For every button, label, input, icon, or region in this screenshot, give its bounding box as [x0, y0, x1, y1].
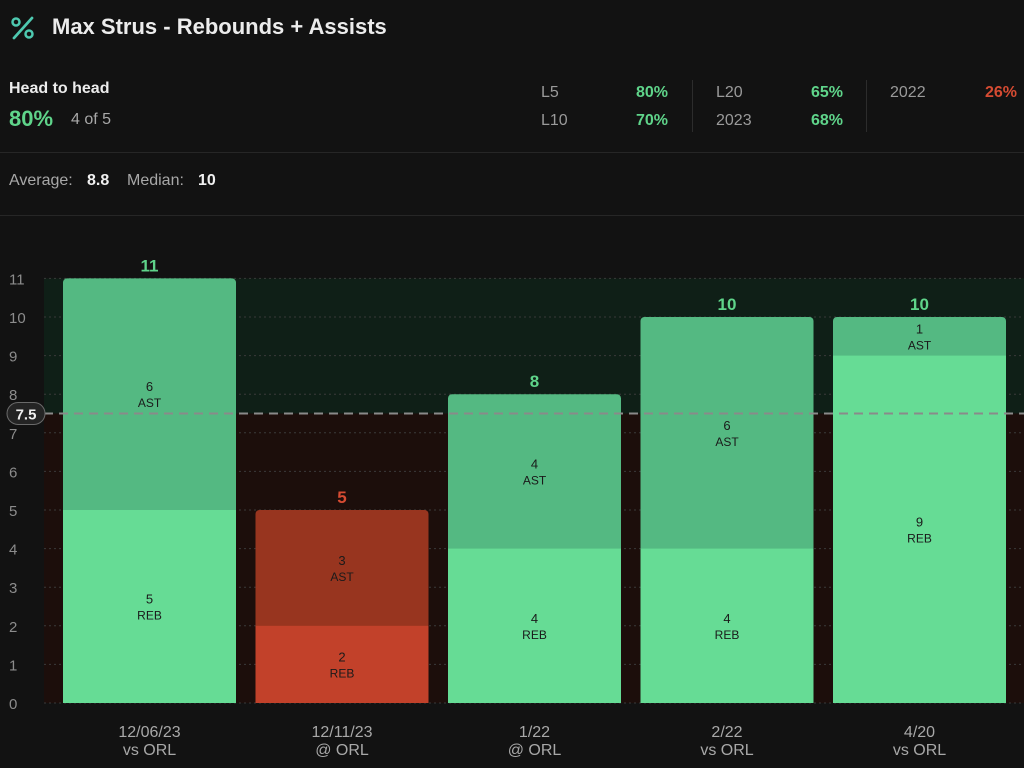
bar-segment-ast [448, 394, 621, 553]
reb-value-label: 9 [916, 514, 923, 529]
split-label-l10: L10 [541, 112, 568, 129]
ast-value-label: 3 [338, 553, 345, 568]
x-tick-opponent: @ ORL [315, 742, 369, 759]
head-to-head-percent: 80% [9, 106, 54, 131]
x-tick-opponent: vs ORL [700, 742, 753, 759]
x-tick-date: 12/06/23 [118, 724, 180, 741]
y-tick-label: 8 [9, 387, 17, 404]
median-label: Median: [127, 172, 184, 189]
threshold-label: 7.5 [16, 407, 37, 424]
bar-segment-ast [640, 317, 814, 553]
header: Max Strus - Rebounds + Assists [0, 0, 1024, 60]
reb-value-label: 5 [146, 592, 153, 607]
split-divider [866, 80, 867, 132]
reb-series-label: REB [137, 609, 162, 623]
x-tick-opponent: vs ORL [893, 742, 946, 759]
page-title: Max Strus - Rebounds + Assists [52, 14, 387, 39]
average-value: 8.8 [87, 172, 110, 189]
split-value-2023: 68% [810, 112, 843, 129]
ast-series-label: AST [330, 570, 354, 584]
ast-value-label: 4 [531, 456, 538, 471]
bar-segment-ast [833, 317, 1006, 360]
bar-total-label: 11 [141, 256, 159, 275]
split-value-l20: 65% [810, 84, 843, 101]
x-tick-date: 1/22 [519, 724, 550, 741]
section-divider [0, 152, 1024, 153]
reb-series-label: REB [715, 628, 740, 642]
reb-value-label: 2 [338, 649, 345, 664]
bar-segment-reb [640, 548, 814, 703]
y-tick-label: 7 [9, 426, 17, 443]
reb-value-label: 4 [723, 611, 730, 626]
ast-value-label: 1 [916, 321, 923, 336]
median-value: 10 [198, 172, 216, 189]
reb-value-label: 4 [531, 611, 538, 626]
bar-segment-reb [448, 548, 621, 703]
y-tick-label: 3 [9, 580, 17, 597]
reb-series-label: REB [907, 531, 932, 545]
split-label-2022: 2022 [890, 84, 926, 101]
x-tick-date: 12/11/23 [311, 724, 372, 741]
split-label-2023: 2023 [716, 112, 752, 129]
split-value-l10: 70% [635, 112, 668, 129]
ast-series-label: AST [715, 435, 739, 449]
section-divider [0, 215, 1024, 216]
ast-series-label: AST [908, 338, 932, 352]
bar-total-label: 8 [530, 372, 539, 391]
split-value-l5: 80% [635, 84, 668, 101]
y-tick-label: 0 [9, 696, 17, 713]
y-tick-label: 5 [9, 503, 17, 520]
y-tick-label: 11 [9, 271, 25, 288]
y-tick-label: 9 [9, 349, 17, 366]
x-tick-date: 2/22 [711, 724, 742, 741]
ast-series-label: AST [523, 473, 547, 487]
threshold-badge [6, 402, 46, 425]
bar-segment-ast [63, 278, 236, 514]
head-to-head-label: Head to head [9, 80, 110, 97]
y-tick-label: 1 [9, 657, 17, 674]
split-divider [692, 80, 693, 132]
bar-segment-ast [255, 510, 429, 630]
average-label: Average: [9, 172, 73, 189]
x-tick-date: 4/20 [904, 724, 935, 741]
percent-icon [11, 16, 34, 40]
split-value-2022: 26% [984, 84, 1017, 101]
head-to-head-count: 4 of 5 [71, 111, 112, 128]
ast-series-label: AST [138, 396, 162, 410]
x-tick-opponent: vs ORL [123, 742, 176, 759]
bar-total-label: 5 [337, 488, 346, 507]
y-tick-label: 10 [9, 310, 26, 327]
x-tick-opponent: @ ORL [508, 742, 562, 759]
bar-total-label: 10 [718, 295, 737, 314]
y-tick-label: 2 [9, 619, 17, 636]
split-label-l5: L5 [541, 84, 559, 101]
split-label-l20: L20 [716, 84, 743, 101]
bar-segment-reb [63, 510, 236, 703]
ast-value-label: 6 [146, 379, 153, 394]
bar-segment-reb [255, 625, 429, 703]
ast-value-label: 6 [723, 418, 730, 433]
bar-total-label: 10 [910, 295, 929, 314]
y-tick-label: 4 [9, 542, 17, 559]
reb-series-label: REB [522, 628, 547, 642]
y-tick-label: 6 [9, 464, 17, 481]
reb-series-label: REB [330, 666, 355, 680]
